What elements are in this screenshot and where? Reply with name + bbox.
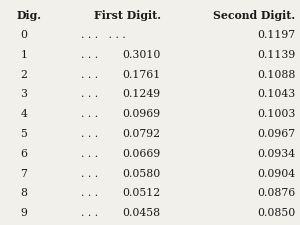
Text: 3: 3	[20, 89, 28, 99]
Text: 0.1043: 0.1043	[257, 89, 296, 99]
Text: . . .: . . .	[81, 188, 98, 198]
Text: 0.1761: 0.1761	[122, 70, 160, 79]
Text: Second Digit.: Second Digit.	[213, 10, 296, 21]
Text: 4: 4	[21, 109, 27, 119]
Text: First Digit.: First Digit.	[94, 10, 160, 21]
Text: . . .: . . .	[81, 169, 98, 178]
Text: 0: 0	[20, 30, 28, 40]
Text: 0.0580: 0.0580	[122, 169, 160, 178]
Text: 0.0458: 0.0458	[122, 208, 160, 218]
Text: . . .: . . .	[81, 50, 98, 60]
Text: Dig.: Dig.	[16, 10, 41, 21]
Text: 0.1139: 0.1139	[257, 50, 296, 60]
Text: . . .   . . .: . . . . . .	[81, 30, 126, 40]
Text: . . .: . . .	[81, 70, 98, 79]
Text: 8: 8	[20, 188, 28, 198]
Text: 5: 5	[21, 129, 27, 139]
Text: 7: 7	[21, 169, 27, 178]
Text: 0.1003: 0.1003	[257, 109, 296, 119]
Text: . . .: . . .	[81, 109, 98, 119]
Text: 0.0792: 0.0792	[122, 129, 160, 139]
Text: 0.1088: 0.1088	[257, 70, 296, 79]
Text: . . .: . . .	[81, 129, 98, 139]
Text: 0.0876: 0.0876	[257, 188, 296, 198]
Text: 0.0969: 0.0969	[122, 109, 160, 119]
Text: 0.0904: 0.0904	[257, 169, 296, 178]
Text: 6: 6	[20, 149, 28, 159]
Text: 0.0850: 0.0850	[257, 208, 296, 218]
Text: . . .: . . .	[81, 208, 98, 218]
Text: 9: 9	[21, 208, 27, 218]
Text: 2: 2	[20, 70, 28, 79]
Text: 0.0512: 0.0512	[122, 188, 160, 198]
Text: 0.0934: 0.0934	[257, 149, 296, 159]
Text: 0.3010: 0.3010	[122, 50, 160, 60]
Text: . . .: . . .	[81, 149, 98, 159]
Text: 0.0967: 0.0967	[257, 129, 296, 139]
Text: 0.0669: 0.0669	[122, 149, 160, 159]
Text: . . .: . . .	[81, 89, 98, 99]
Text: 1: 1	[20, 50, 28, 60]
Text: 0.1197: 0.1197	[257, 30, 296, 40]
Text: 0.1249: 0.1249	[122, 89, 160, 99]
